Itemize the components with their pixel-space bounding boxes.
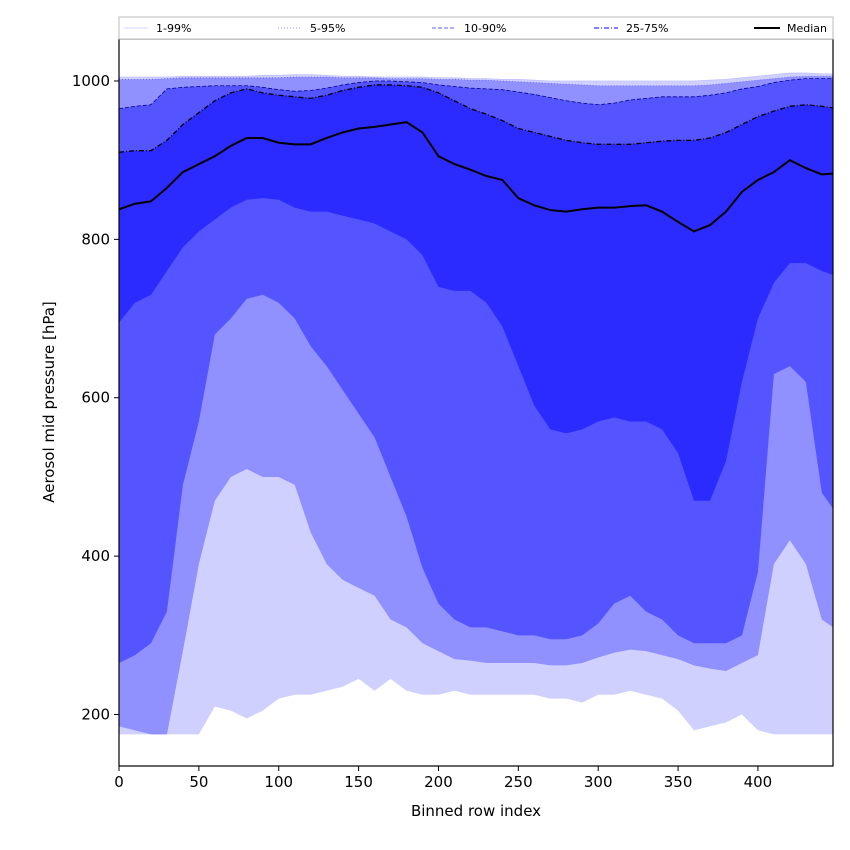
legend-label-5-95: 5-95% [310,22,345,35]
percentile-bands [119,73,833,735]
y-tick-label: 1000 [72,72,110,90]
median-line [118,121,834,233]
legend-label-1-99: 1-99% [156,22,191,35]
x-tick-label: 400 [744,773,773,791]
legend-label-10-90: 10-90% [464,22,506,35]
legend-label-median: Median [787,22,827,35]
band-upper-edge-1-99 [119,72,833,82]
x-tick-label: 200 [424,773,453,791]
series-lines [118,72,834,233]
x-axis-ticks: 0 50 100 150 200 250 300 350 400 [114,766,772,791]
band-upper-edge-10-90 [118,78,833,110]
x-tick-label: 350 [664,773,693,791]
y-tick-label: 200 [81,706,110,724]
legend: 1-99% 5-95% 10-90% 25-75% Median [118,16,834,40]
legend-frame [118,16,834,40]
legend-label-25-75: 25-75% [626,22,668,35]
y-tick-label: 400 [81,547,110,565]
x-tick-label: 50 [189,773,208,791]
y-axis-ticks: 200 400 600 800 1000 [72,72,119,724]
y-axis-label: Aerosol mid pressure [hPa] [40,301,58,503]
band-upper-edge-25-75 [118,84,834,153]
x-tick-label: 100 [264,773,293,791]
x-tick-label: 150 [344,773,373,791]
y-tick-label: 800 [81,230,110,248]
x-tick-label: 0 [114,773,124,791]
x-tick-label: 300 [584,773,613,791]
x-axis-label: Binned row index [411,802,541,820]
y-tick-label: 600 [81,389,110,407]
x-tick-label: 250 [504,773,533,791]
band-25-75 [119,84,833,501]
